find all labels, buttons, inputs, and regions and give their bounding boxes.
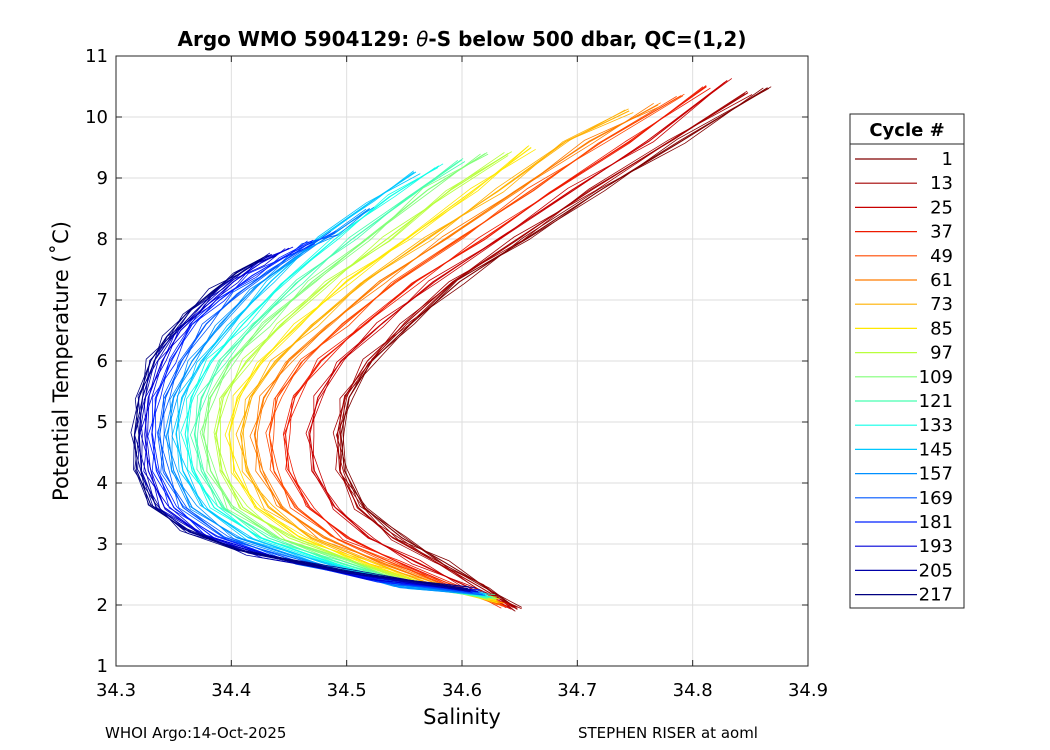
y-axis-label: Potential Temperature (˚C) [49, 221, 73, 501]
legend-label: 181 [919, 512, 953, 533]
series-line-cycle-1 [342, 86, 772, 608]
series-line-cycle-109 [199, 152, 490, 598]
legend-label: 217 [919, 585, 953, 606]
series-line-cycle-37 [285, 87, 711, 608]
legend-label: 205 [919, 560, 953, 581]
series-line-cycle-85 [224, 148, 536, 604]
legend-label: 97 [930, 343, 953, 364]
y-tick-label: 10 [85, 107, 108, 128]
series-line-cycle-157 [169, 208, 486, 596]
x-tick-label: 34.3 [96, 680, 136, 701]
legend-label: 85 [930, 318, 953, 339]
series-line-cycle-61 [255, 106, 660, 604]
series-line-cycle-217 [130, 254, 470, 588]
series-line-cycle-49 [268, 95, 684, 608]
legend-entries: 1 13 25 37 49 61 73 85 97 109 121 133 145 157 169 181 19… [855, 149, 953, 606]
series-line-cycle-25 [312, 78, 733, 608]
series-line-cycle-61 [254, 102, 661, 604]
legend-label: 121 [919, 391, 953, 412]
legend-label: 145 [919, 439, 953, 460]
x-tick-label: 34.4 [211, 680, 251, 701]
series-line-cycle-121 [194, 158, 496, 595]
legend-label: 109 [919, 367, 953, 388]
legend-label: 25 [930, 197, 953, 218]
series-line-cycle-13 [335, 90, 748, 611]
footer-right: STEPHEN RISER at aoml [578, 724, 758, 742]
series-line-cycle-109 [201, 153, 497, 600]
legend-label: 49 [930, 246, 953, 267]
legend-label: 133 [919, 415, 953, 436]
legend-label: 13 [930, 173, 953, 194]
series-line-cycle-13 [332, 92, 746, 608]
x-tick-label: 34.5 [327, 680, 367, 701]
legend: Cycle # 1 13 25 37 49 61 73 85 97 109 121 133 145 157… [849, 113, 965, 609]
series-line-cycle-85 [228, 145, 530, 600]
footer-left: WHOI Argo:14-Oct-2025 [105, 724, 287, 742]
x-tick-label: 34.6 [442, 680, 482, 701]
series-line-cycle-157 [164, 206, 485, 593]
y-tick-label: 9 [97, 168, 108, 189]
chart-title: Argo WMO 5904129: θ-S below 500 dbar, QC… [178, 27, 747, 51]
series-line-cycle-169 [157, 234, 483, 596]
series-line-cycle-205 [137, 252, 476, 589]
legend-label: 1 [942, 149, 953, 170]
series-line-cycle-25 [309, 79, 728, 609]
series-line-cycle-1 [335, 87, 764, 612]
x-tick-label: 34.9 [788, 680, 828, 701]
x-tick-label: 34.8 [673, 680, 713, 701]
legend-label: 169 [919, 488, 953, 509]
y-tick-label: 1 [97, 656, 108, 677]
x-tick-label: 34.7 [557, 680, 597, 701]
y-tick-label: 11 [85, 46, 108, 67]
legend-title: Cycle # [869, 120, 944, 141]
y-tick-label: 5 [97, 412, 108, 433]
series-line-cycle-121 [196, 159, 490, 599]
series-line-cycle-217 [133, 258, 464, 591]
data-series [130, 78, 772, 612]
legend-label: 37 [930, 222, 953, 243]
axis-ticks: 34.3 34.4 34.5 34.6 34.7 34.8 34.9 1 2 3 4 5 6 7 8 9 10 1… [85, 46, 828, 701]
series-line-cycle-121 [189, 161, 488, 599]
series-line-cycle-49 [265, 96, 677, 604]
y-tick-label: 6 [97, 351, 108, 372]
series-line-cycle-133 [186, 167, 492, 598]
y-tick-label: 4 [97, 473, 108, 494]
legend-label: 73 [930, 294, 953, 315]
series-line-cycle-25 [308, 81, 725, 609]
y-tick-label: 7 [97, 290, 108, 311]
series-line-cycle-25 [305, 81, 726, 610]
legend-label: 61 [930, 270, 953, 291]
series-line-cycle-217 [134, 258, 471, 591]
x-axis-label: Salinity [423, 705, 501, 729]
y-tick-label: 2 [97, 595, 108, 616]
legend-label: 193 [919, 536, 953, 557]
legend-box [849, 113, 965, 609]
y-tick-label: 3 [97, 534, 108, 555]
series-line-cycle-1 [339, 88, 770, 608]
series-line-cycle-97 [213, 151, 513, 598]
plot-area: 34.3 34.4 34.5 34.6 34.7 34.8 34.9 1 2 3 4 5 6 7 8 9 10 1… [85, 46, 828, 701]
legend-label: 157 [919, 464, 953, 485]
y-tick-label: 8 [97, 229, 108, 250]
series-line-cycle-193 [139, 246, 473, 591]
series-line-cycle-73 [242, 112, 634, 604]
series-line-cycle-133 [187, 167, 485, 597]
series-line-cycle-61 [249, 102, 654, 606]
